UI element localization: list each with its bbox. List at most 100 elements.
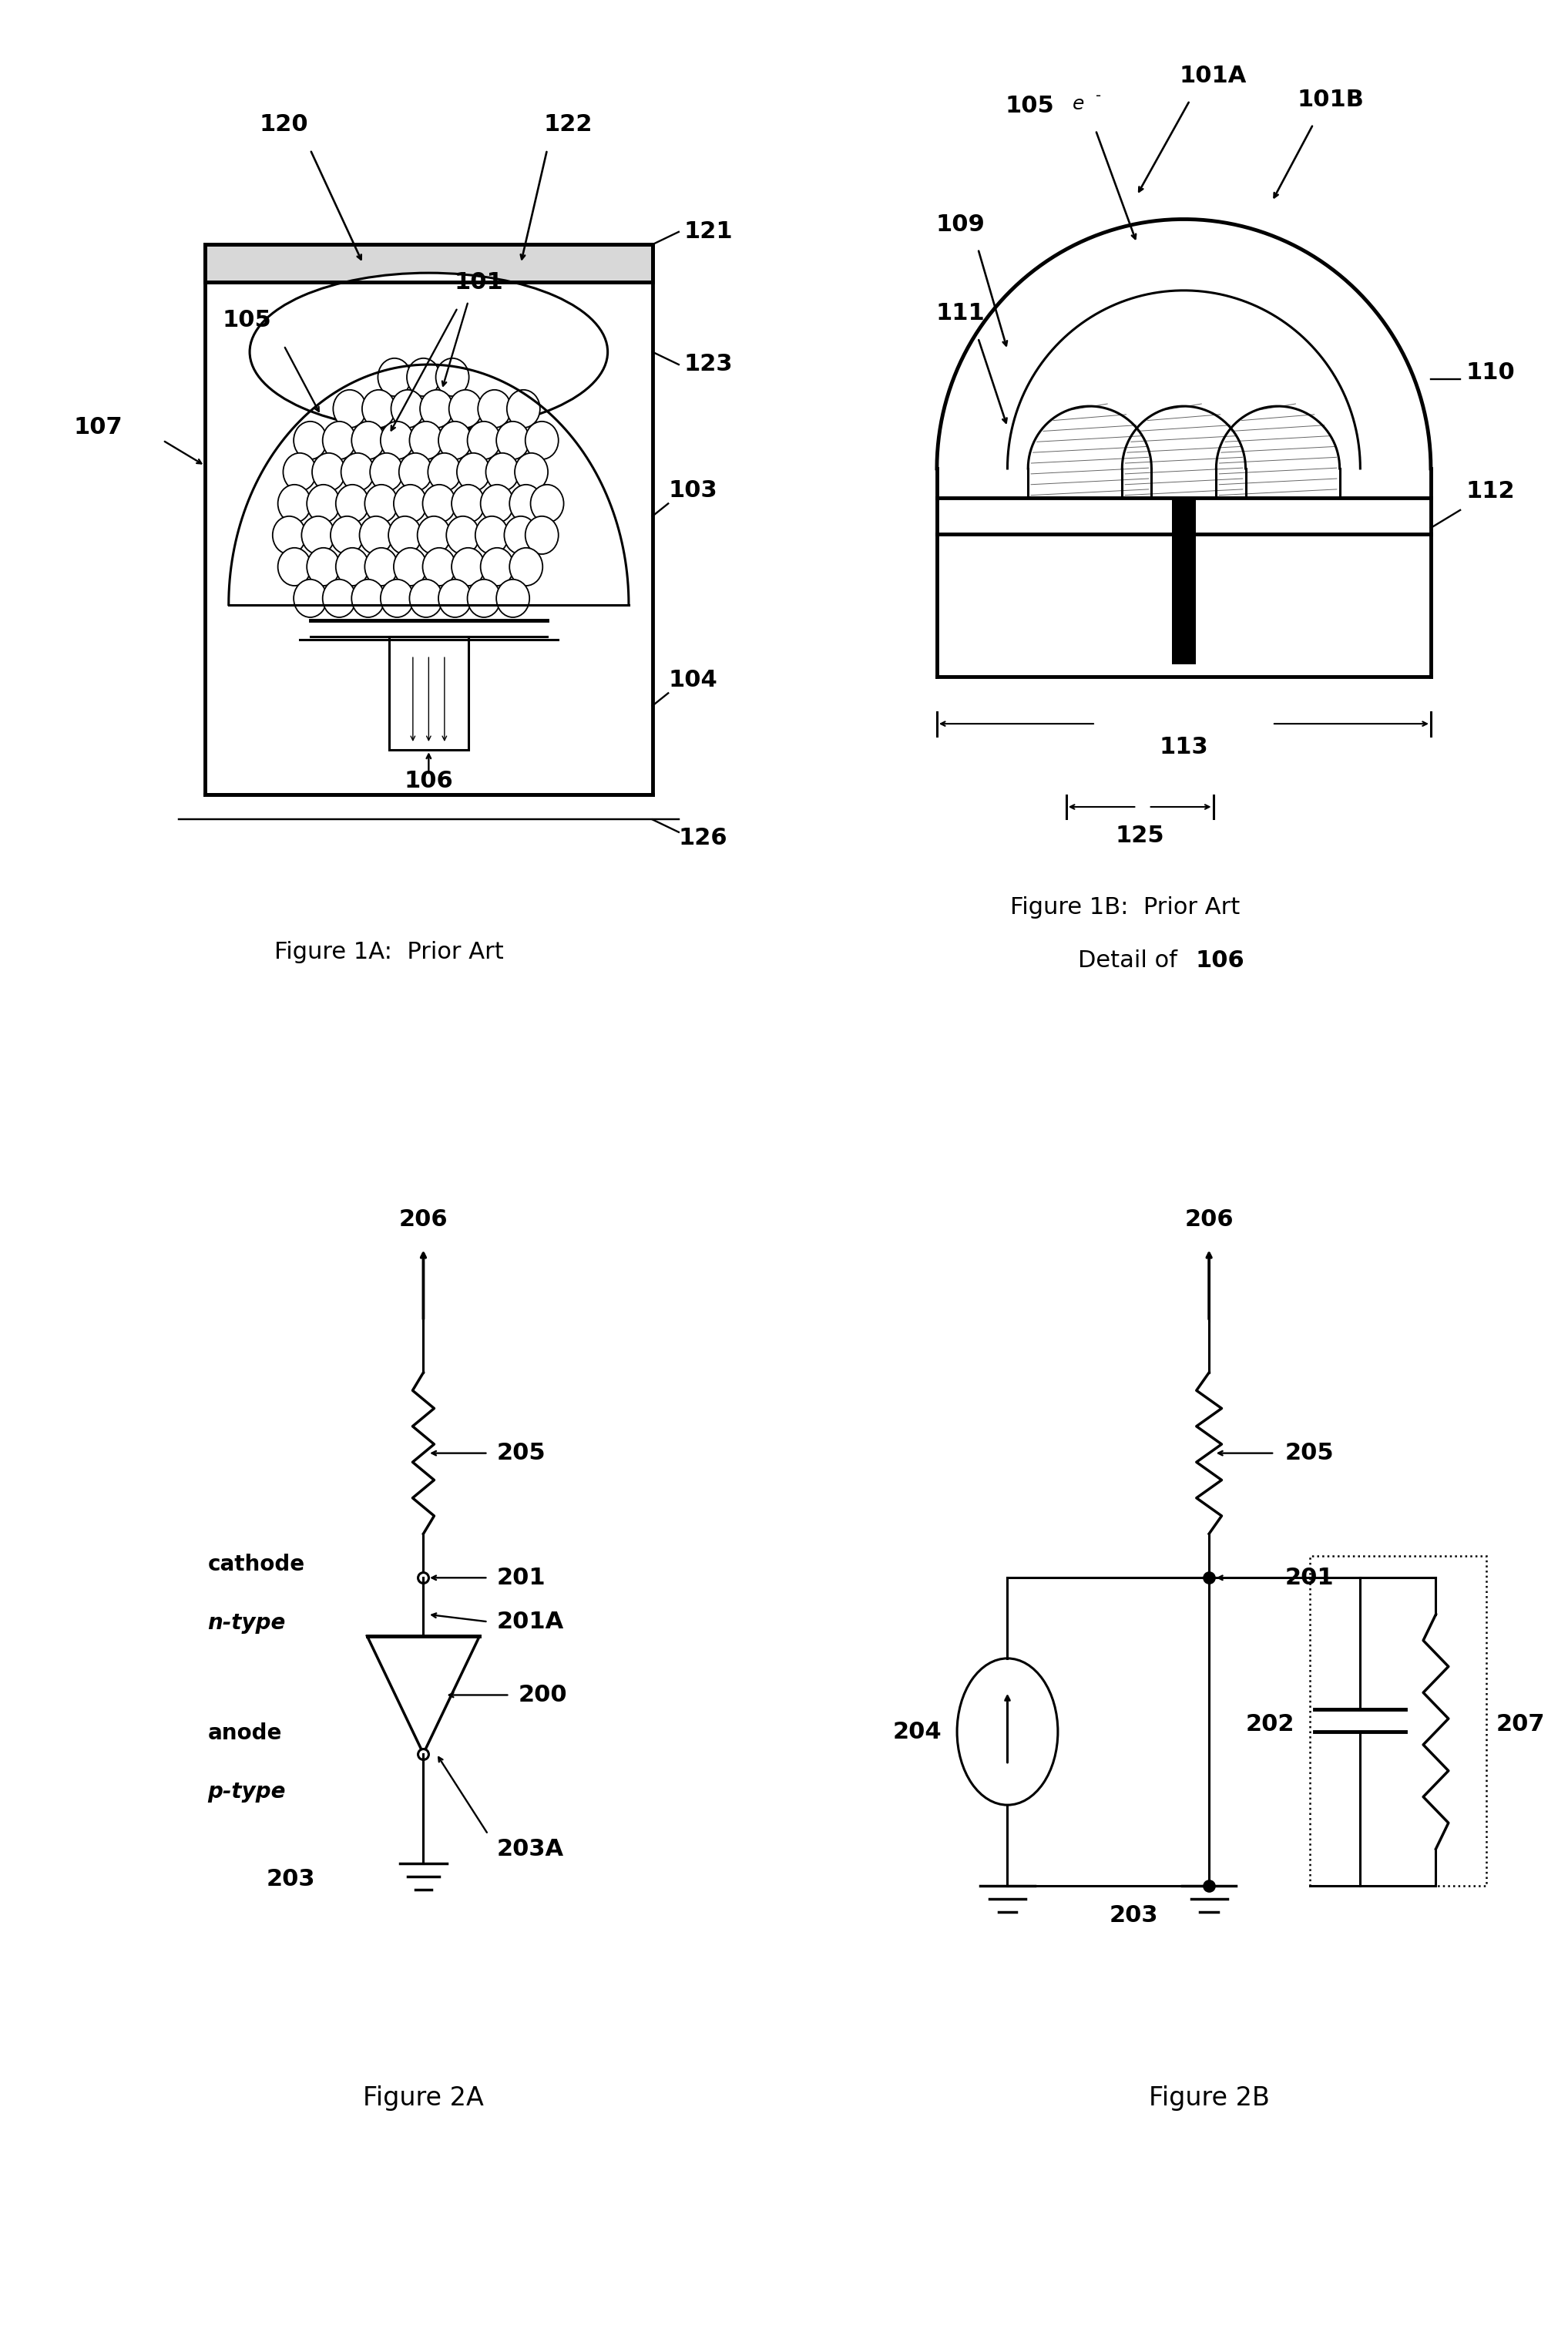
Text: 103: 103 [668, 480, 717, 501]
Text: 106: 106 [1196, 949, 1245, 972]
Text: 120: 120 [259, 112, 309, 135]
Text: 107: 107 [74, 417, 122, 438]
Ellipse shape [351, 578, 384, 618]
Ellipse shape [478, 389, 511, 427]
Ellipse shape [475, 515, 508, 555]
Ellipse shape [381, 422, 414, 459]
Text: 201: 201 [1284, 1567, 1334, 1588]
Text: 121: 121 [684, 222, 732, 243]
Text: 203: 203 [1109, 1905, 1157, 1926]
Ellipse shape [497, 422, 530, 459]
Ellipse shape [394, 485, 426, 522]
Ellipse shape [312, 452, 345, 492]
Ellipse shape [447, 515, 480, 555]
Ellipse shape [293, 422, 326, 459]
Ellipse shape [423, 485, 456, 522]
Ellipse shape [409, 578, 442, 618]
Ellipse shape [273, 515, 306, 555]
Text: 106: 106 [405, 770, 453, 793]
Ellipse shape [293, 578, 326, 618]
Ellipse shape [365, 548, 398, 585]
Ellipse shape [278, 485, 310, 522]
Ellipse shape [381, 578, 414, 618]
Ellipse shape [439, 422, 472, 459]
Ellipse shape [378, 359, 411, 396]
Text: 101: 101 [455, 271, 503, 294]
Ellipse shape [370, 452, 403, 492]
Text: p-type: p-type [207, 1782, 285, 1803]
Text: -: - [1096, 89, 1101, 103]
Ellipse shape [452, 548, 485, 585]
Ellipse shape [530, 485, 564, 522]
Text: e: e [1073, 96, 1083, 114]
Ellipse shape [394, 548, 426, 585]
Text: 105: 105 [223, 308, 271, 331]
Ellipse shape [340, 452, 375, 492]
Text: 204: 204 [892, 1721, 942, 1742]
Text: cathode: cathode [207, 1553, 304, 1574]
Ellipse shape [497, 578, 530, 618]
Text: 126: 126 [679, 828, 728, 849]
Ellipse shape [323, 578, 356, 618]
Ellipse shape [525, 422, 558, 459]
Polygon shape [367, 1637, 480, 1754]
Ellipse shape [331, 515, 364, 555]
Text: 105: 105 [1005, 96, 1055, 117]
Ellipse shape [284, 452, 317, 492]
Text: 113: 113 [1159, 735, 1209, 758]
Ellipse shape [362, 389, 395, 427]
Text: Figure 1B:  Prior Art: Figure 1B: Prior Art [1010, 895, 1240, 919]
Text: 104: 104 [668, 669, 717, 690]
Ellipse shape [390, 389, 425, 427]
Text: 201A: 201A [497, 1611, 564, 1632]
Ellipse shape [467, 578, 500, 618]
Ellipse shape [480, 485, 514, 522]
Ellipse shape [456, 452, 491, 492]
Ellipse shape [467, 422, 500, 459]
Ellipse shape [351, 422, 384, 459]
Text: 109: 109 [936, 212, 985, 236]
Text: 101A: 101A [1179, 65, 1247, 86]
Ellipse shape [336, 548, 368, 585]
Text: Figure 1A:  Prior Art: Figure 1A: Prior Art [274, 940, 503, 963]
Text: 206: 206 [398, 1208, 448, 1231]
Text: 206: 206 [1184, 1208, 1234, 1231]
Text: 205: 205 [497, 1441, 546, 1464]
Ellipse shape [505, 515, 538, 555]
Ellipse shape [301, 515, 334, 555]
Ellipse shape [452, 485, 485, 522]
Ellipse shape [510, 548, 543, 585]
Ellipse shape [336, 485, 368, 522]
Ellipse shape [409, 422, 442, 459]
Text: 200: 200 [517, 1684, 568, 1707]
Text: 202: 202 [1247, 1714, 1295, 1735]
Text: 123: 123 [684, 352, 732, 375]
Text: 111: 111 [936, 303, 985, 324]
Text: 110: 110 [1466, 361, 1515, 385]
Ellipse shape [486, 452, 519, 492]
Ellipse shape [420, 389, 453, 427]
Polygon shape [205, 245, 652, 282]
Text: Figure 2B: Figure 2B [1149, 2085, 1270, 2110]
Text: 101B: 101B [1297, 89, 1364, 112]
Ellipse shape [249, 273, 608, 431]
Ellipse shape [436, 359, 469, 396]
Text: 207: 207 [1496, 1714, 1544, 1735]
Bar [389, 637, 469, 751]
Text: Detail of: Detail of [1079, 949, 1185, 972]
Ellipse shape [365, 485, 398, 522]
Ellipse shape [480, 548, 514, 585]
Ellipse shape [332, 389, 367, 427]
Bar [1173, 499, 1196, 665]
Ellipse shape [307, 485, 340, 522]
Text: 201: 201 [497, 1567, 546, 1588]
Text: 125: 125 [1115, 826, 1165, 847]
Ellipse shape [359, 515, 392, 555]
Ellipse shape [417, 515, 450, 555]
Ellipse shape [439, 578, 472, 618]
Text: n-type: n-type [207, 1611, 285, 1635]
Text: anode: anode [207, 1721, 282, 1744]
Ellipse shape [525, 515, 558, 555]
Ellipse shape [448, 389, 481, 427]
Text: 203A: 203A [497, 1838, 564, 1861]
